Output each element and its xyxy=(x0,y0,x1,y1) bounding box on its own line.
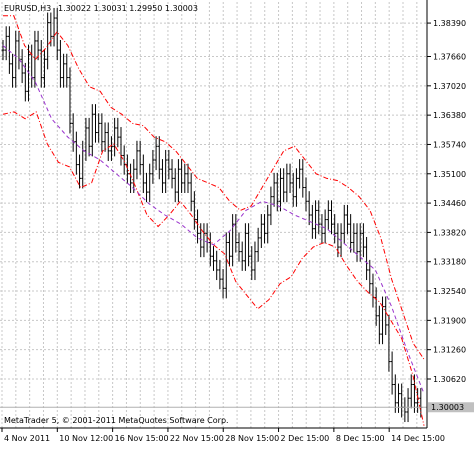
x-tick-label: 22 Nov 15:00 xyxy=(170,434,224,443)
y-tick-label: 1.35100 xyxy=(433,170,466,179)
x-tick-label: 8 Dec 15:00 xyxy=(336,434,385,443)
x-tick-label: 28 Nov 15:00 xyxy=(225,434,279,443)
y-tick-label: 1.30620 xyxy=(433,375,466,384)
indicator-line xyxy=(2,45,425,394)
indicator-line xyxy=(2,111,425,426)
ohlc-readout: 1.30022 1.30031 1.29950 1.30003 xyxy=(58,4,198,13)
x-tick-label: 10 Nov 12:00 xyxy=(59,434,113,443)
y-tick-label: 1.32540 xyxy=(433,287,466,296)
y-tick-label: 1.37660 xyxy=(433,53,466,62)
copyright-label: MetaTrader 5, © 2001-2011 MetaQuotes Sof… xyxy=(4,416,229,425)
x-tick-label: 4 Nov 2011 xyxy=(4,434,50,443)
indicator-line xyxy=(3,15,425,360)
y-tick-label: 1.33820 xyxy=(433,228,466,237)
x-tick-label: 14 Dec 15:00 xyxy=(391,434,445,443)
y-tick-label: 1.31900 xyxy=(433,316,466,325)
chart-series xyxy=(0,7,427,426)
symbol-timeframe-label: EURUSD,H3 xyxy=(4,4,51,13)
current-price-marker xyxy=(428,402,474,413)
y-tick-label: 1.37020 xyxy=(433,82,466,91)
x-tick-label: 2 Dec 15:00 xyxy=(281,434,330,443)
y-tick-label: 1.36380 xyxy=(433,111,466,120)
y-tick-label: 1.35740 xyxy=(433,140,466,149)
y-tick-label: 1.33180 xyxy=(433,258,466,267)
y-tick-label: 1.34460 xyxy=(433,199,466,208)
y-tick-label: 1.31260 xyxy=(433,346,466,355)
current-price-label: 1.30003 xyxy=(431,403,464,412)
x-tick-label: 16 Nov 15:00 xyxy=(115,434,169,443)
y-tick-label: 1.38390 xyxy=(433,19,466,28)
